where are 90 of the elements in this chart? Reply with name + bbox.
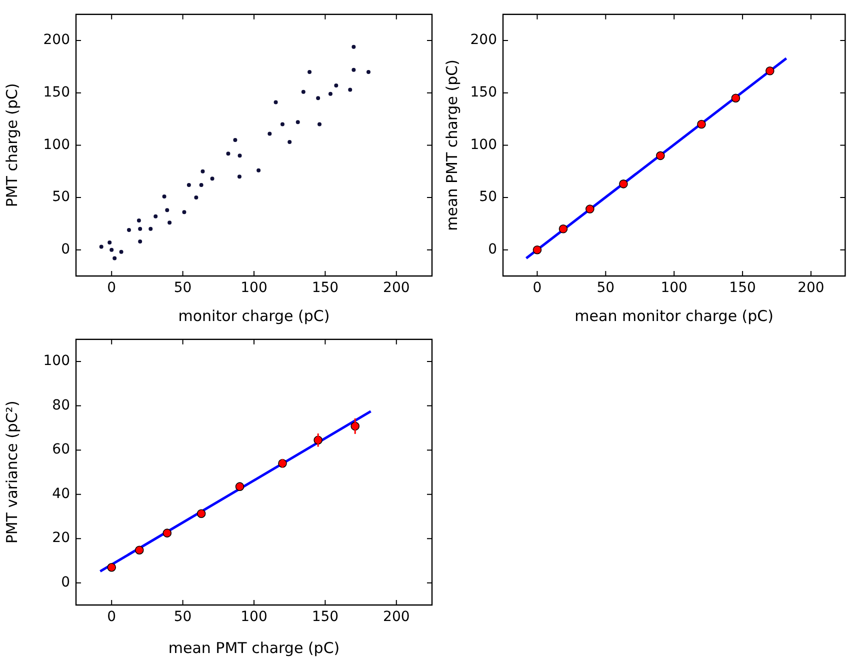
x-tick-label: 0 (107, 280, 116, 296)
point (328, 92, 332, 96)
x-tick-label: 50 (174, 280, 192, 296)
x-tick-label: 150 (312, 609, 339, 626)
point (256, 168, 261, 172)
point (126, 228, 131, 232)
point (165, 208, 170, 212)
point (148, 226, 153, 231)
point (619, 180, 628, 188)
point (154, 214, 158, 218)
point (348, 88, 352, 92)
x-axis-title: mean monitor charge (pC) (574, 306, 774, 325)
point (766, 66, 774, 76)
x-tick-label: 150 (312, 280, 339, 296)
point (99, 244, 104, 249)
point (366, 70, 370, 74)
point (318, 122, 322, 126)
x-axis-title: mean PMT charge (pC) (168, 638, 340, 657)
x-tick-label: 200 (383, 609, 410, 626)
y-tick-label: 100 (470, 136, 497, 153)
point (352, 44, 356, 49)
point (274, 100, 278, 104)
y-tick-label: 200 (470, 32, 497, 48)
point (238, 154, 242, 158)
x-tick-label: 150 (729, 280, 756, 296)
x-tick-label: 100 (240, 280, 268, 296)
point (237, 174, 242, 179)
y-tick-label: 50 (479, 189, 497, 206)
x-tick-label: 0 (532, 280, 542, 296)
point (233, 138, 238, 142)
y-tick-label: 40 (52, 486, 70, 502)
point (316, 96, 320, 100)
x-tick-label: 200 (383, 280, 410, 296)
x-tick-label: 100 (240, 609, 268, 626)
point (586, 204, 594, 214)
y-axis-title: PMT variance (pC²) (2, 400, 21, 544)
x-tick-label: 0 (107, 609, 116, 626)
y-tick-label: 0 (61, 574, 70, 591)
point (138, 239, 142, 244)
point (308, 70, 312, 74)
point (731, 94, 740, 103)
point (119, 250, 124, 254)
y-tick-label: 0 (488, 241, 497, 258)
point (199, 182, 204, 187)
y-tick-label: 100 (43, 353, 70, 370)
point (134, 546, 144, 555)
point (296, 120, 300, 124)
x-tick-label: 100 (660, 280, 688, 296)
point (110, 248, 114, 252)
point (186, 182, 191, 187)
point (268, 132, 272, 136)
point (532, 245, 542, 254)
y-tick-label: 0 (61, 241, 70, 258)
point (334, 84, 338, 88)
point (162, 194, 166, 198)
point (107, 562, 116, 572)
point (226, 152, 230, 156)
point (200, 169, 205, 174)
point (182, 210, 186, 214)
y-tick-label: 50 (52, 189, 70, 206)
y-tick-label: 150 (43, 84, 70, 101)
y-tick-label: 20 (52, 530, 70, 546)
y-tick-label: 100 (43, 136, 70, 153)
y-tick-label: 150 (470, 84, 497, 101)
point (235, 482, 244, 491)
x-tick-label: 50 (174, 609, 192, 626)
y-tick-label: 200 (43, 32, 70, 48)
point (558, 224, 568, 234)
point (112, 256, 117, 260)
point (352, 68, 356, 72)
y-axis-title: mean PMT charge (pC) (442, 60, 461, 231)
point (194, 196, 198, 200)
point (162, 528, 172, 538)
x-axis-title: monitor charge (pC) (178, 306, 330, 325)
point (656, 151, 665, 160)
point (301, 90, 306, 94)
point (210, 176, 214, 181)
x-tick-label: 50 (596, 280, 615, 296)
point (288, 140, 292, 144)
point (108, 240, 112, 245)
y-axis-title: PMT charge (pC) (2, 83, 21, 208)
x-tick-label: 200 (798, 280, 824, 296)
point (280, 122, 284, 126)
y-tick-label: 60 (52, 442, 70, 458)
point (196, 509, 206, 518)
point (697, 120, 706, 129)
point (138, 226, 142, 231)
point (136, 218, 141, 223)
point (168, 220, 172, 225)
y-tick-label: 80 (52, 397, 70, 414)
